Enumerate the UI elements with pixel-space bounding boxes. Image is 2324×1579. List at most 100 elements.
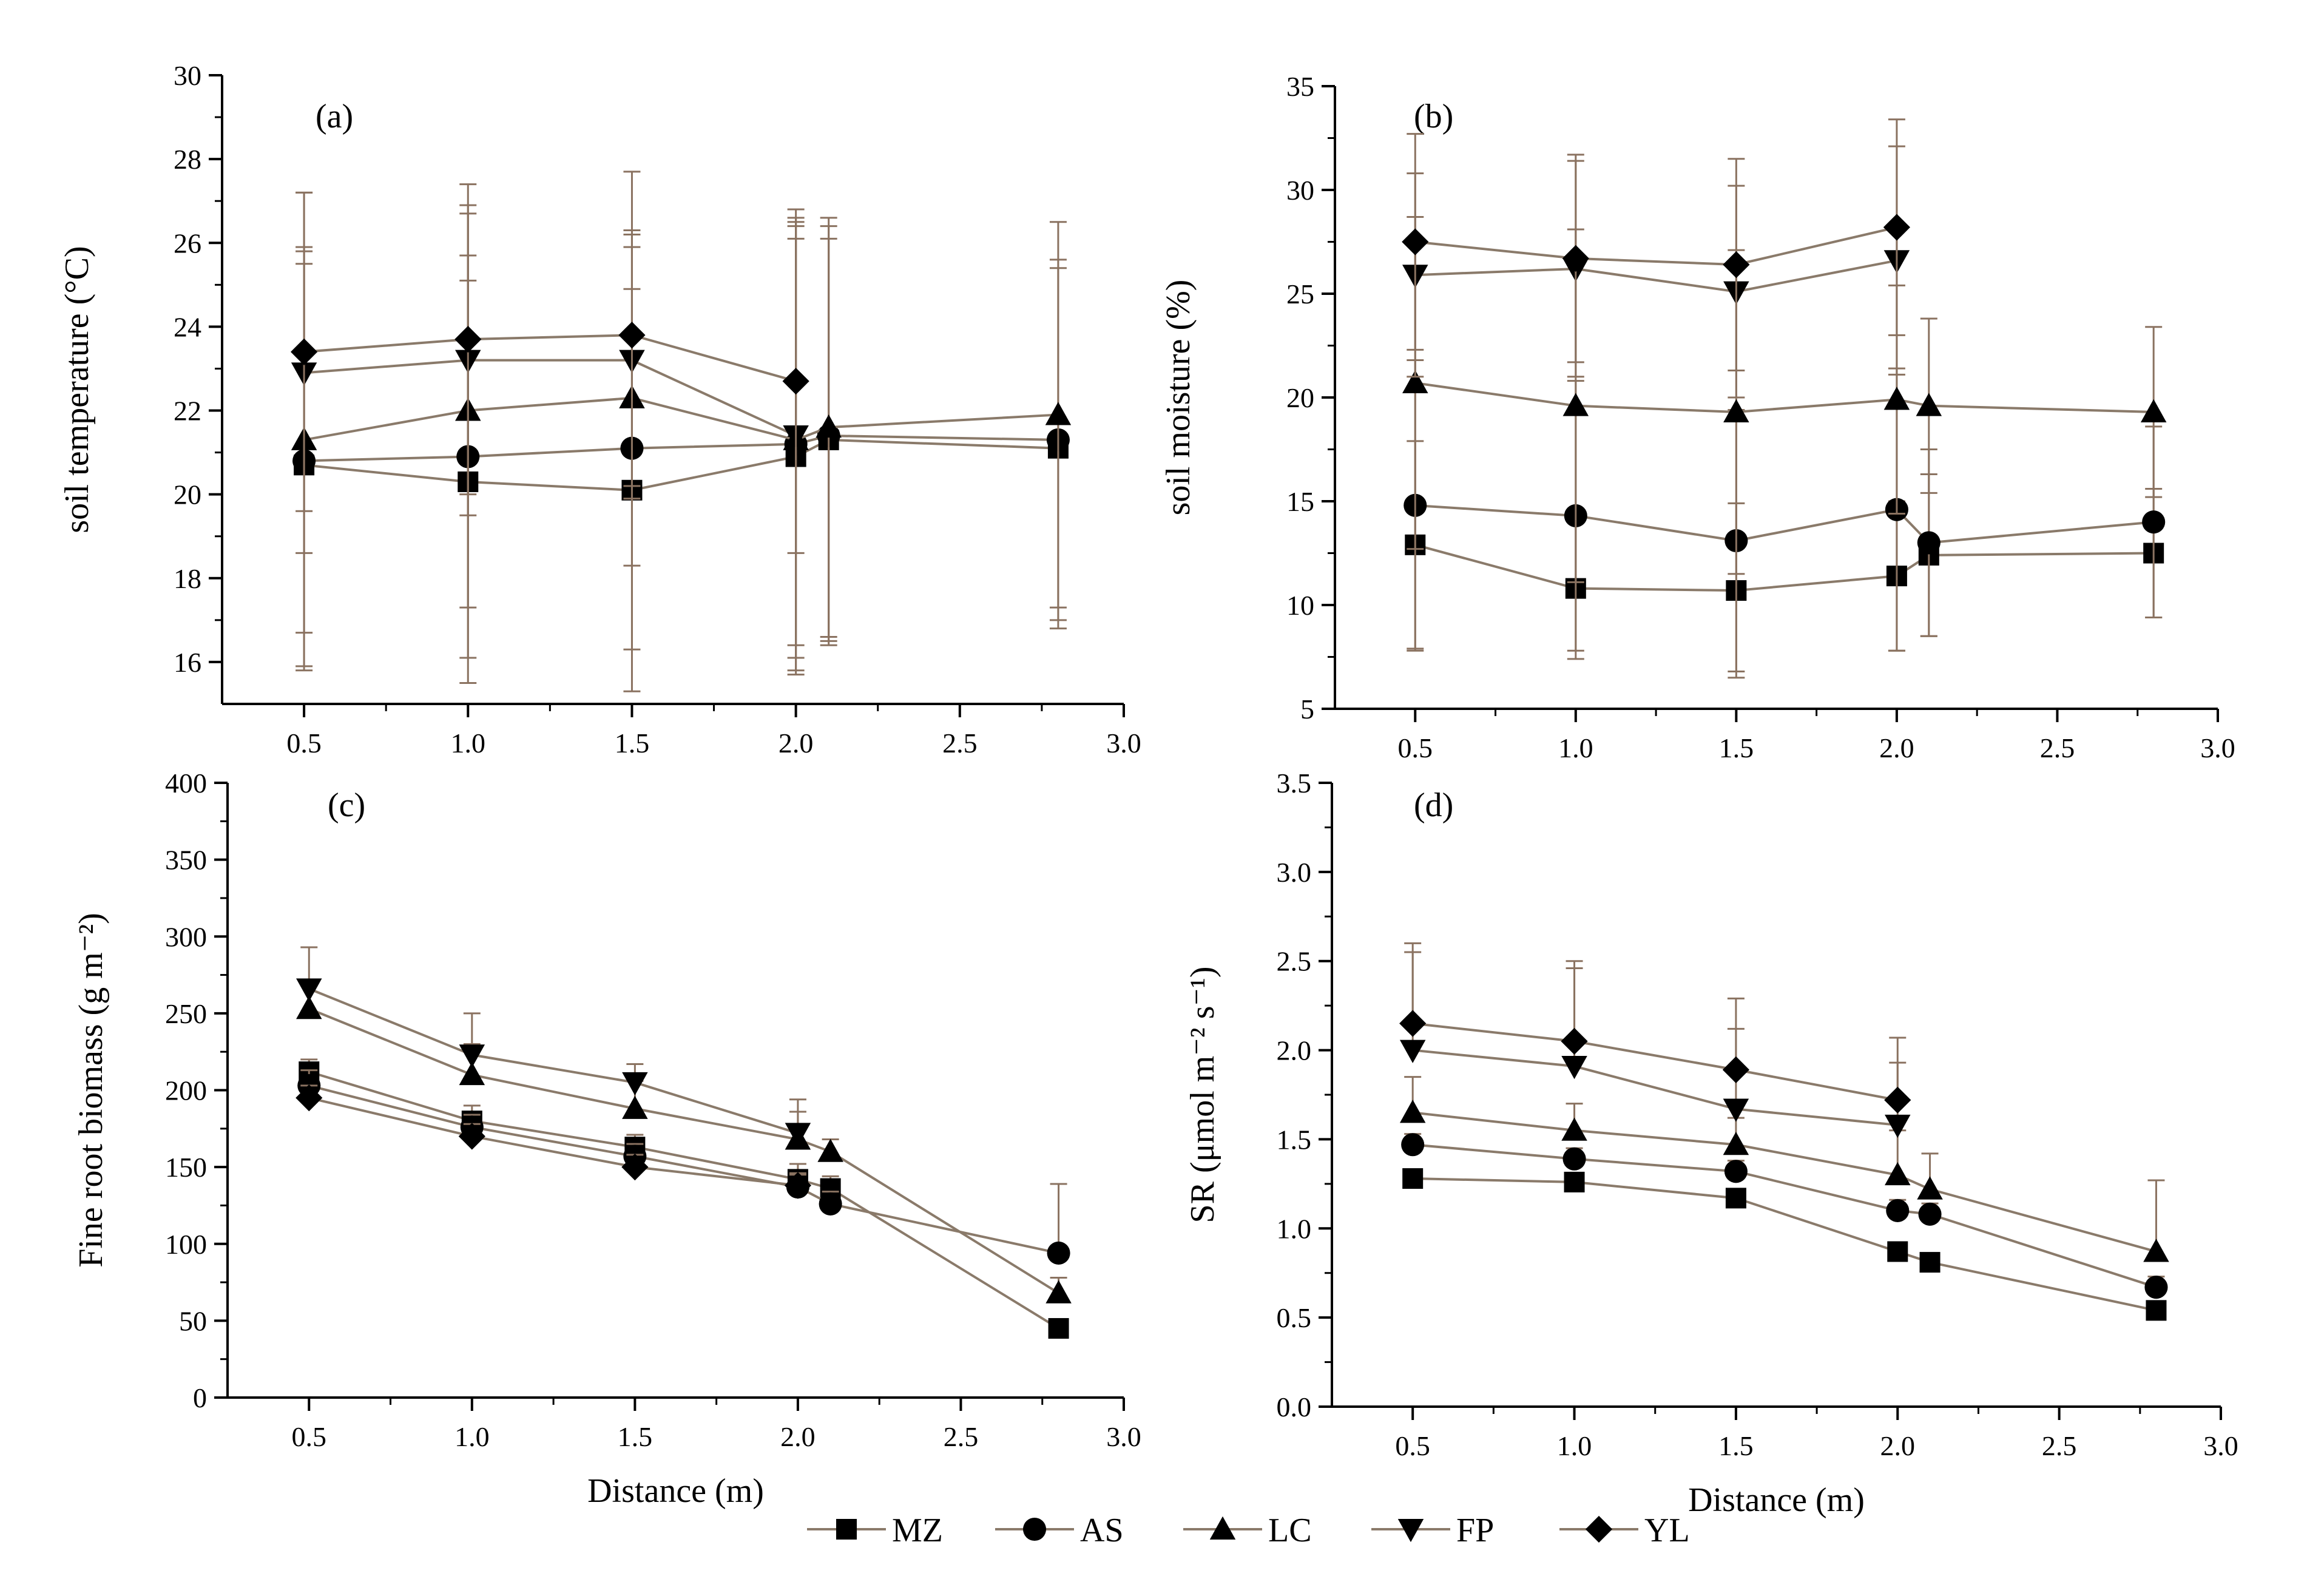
x-tick-label: 3.0 xyxy=(2200,732,2235,763)
series-YL xyxy=(290,171,809,554)
series-YL xyxy=(1399,942,1911,1114)
y-tick-label: 150 xyxy=(165,1152,207,1183)
legend-label: YL xyxy=(1644,1512,1690,1549)
chart-panel-b: 5 10 15 20 25 30 35 0.5 1.0 1.5 2.0 2.5 3.0 soil mois… xyxy=(1160,71,2235,763)
series-LC xyxy=(1399,1076,2169,1262)
y-tick-label: 30 xyxy=(1286,175,1314,206)
data-point xyxy=(1723,251,1750,279)
data-point xyxy=(1723,1131,1749,1155)
data-point xyxy=(621,1154,649,1181)
data-point xyxy=(622,1072,648,1096)
y-axis-title: soil moisture (%) xyxy=(1160,280,1197,516)
x-tick-label: 2.5 xyxy=(942,728,978,759)
series-line xyxy=(308,987,799,1135)
data-point xyxy=(1562,245,1589,272)
series-MZ xyxy=(1402,1168,2167,1321)
series-line xyxy=(1415,226,1897,266)
data-point xyxy=(618,322,646,349)
x-tick-label: 2.0 xyxy=(780,1421,816,1452)
chart-panel-c: 0 50 100 150 200 250 300 350 400 0.5 1.0 1.5 2.0 2.5 3… xyxy=(72,768,1141,1510)
y-tick-label: 10 xyxy=(1286,590,1314,621)
series-line xyxy=(1414,382,2154,413)
series-line xyxy=(308,1097,799,1187)
data-point xyxy=(1401,1133,1425,1157)
y-tick-label: 18 xyxy=(174,563,201,594)
data-point xyxy=(459,1044,485,1068)
y-tick-label: 24 xyxy=(174,311,201,342)
y-tick-label: 1.0 xyxy=(1277,1213,1312,1244)
panel-label: (a) xyxy=(316,98,353,135)
data-point xyxy=(1885,1114,1911,1138)
y-tick-label: 300 xyxy=(165,921,207,952)
y-tick-label: 0.5 xyxy=(1277,1302,1312,1333)
series-line xyxy=(308,1070,1059,1330)
x-tick-label: 1.0 xyxy=(451,728,486,759)
x-tick-label: 3.0 xyxy=(1106,728,1141,759)
data-point xyxy=(296,996,322,1019)
data-point xyxy=(1722,1056,1750,1083)
data-point xyxy=(1399,1010,1427,1037)
data-point xyxy=(2144,1276,2168,1299)
data-point xyxy=(816,414,842,438)
data-point xyxy=(1561,1027,1588,1055)
series-line xyxy=(1413,1143,2157,1289)
y-tick-label: 30 xyxy=(174,60,201,91)
series-line xyxy=(1412,1111,2157,1253)
series-line xyxy=(303,334,797,383)
x-tick-label: 1.5 xyxy=(1719,732,1754,763)
x-tick-label: 1.5 xyxy=(1718,1430,1754,1461)
y-axis-title: soil temperature (°C) xyxy=(58,246,96,533)
data-point xyxy=(784,1172,812,1199)
y-tick-label: 28 xyxy=(174,144,201,175)
data-point xyxy=(290,338,318,365)
y-tick-label: 3.0 xyxy=(1277,857,1312,888)
data-point xyxy=(1724,1160,1748,1183)
x-axis-title: Distance (m) xyxy=(587,1472,764,1510)
y-tick-label: 15 xyxy=(1286,486,1314,517)
data-point xyxy=(2143,1239,2169,1262)
data-point xyxy=(1885,1161,1911,1186)
data-point xyxy=(1562,393,1589,416)
y-tick-label: 0.0 xyxy=(1277,1391,1312,1422)
legend-label: FP xyxy=(1456,1512,1494,1549)
x-tick-label: 1.5 xyxy=(615,728,650,759)
data-point xyxy=(2146,1300,2167,1321)
legend-item-AS: AS xyxy=(995,1512,1124,1549)
data-point xyxy=(1887,1241,1908,1262)
x-tick-label: 2.0 xyxy=(779,728,814,759)
data-point xyxy=(1402,370,1428,394)
x-tick-label: 3.0 xyxy=(1106,1421,1141,1452)
data-point xyxy=(2140,399,2167,422)
data-point xyxy=(1725,1188,1746,1209)
legend-item-FP: FP xyxy=(1371,1512,1494,1549)
y-tick-label: 200 xyxy=(165,1075,207,1106)
data-point xyxy=(1916,393,1942,416)
data-point xyxy=(1919,1252,1941,1273)
y-tick-label: 20 xyxy=(1286,382,1314,413)
y-tick-label: 250 xyxy=(165,998,207,1029)
legend-item-MZ: MZ xyxy=(807,1512,943,1549)
legend-label: MZ xyxy=(892,1512,943,1549)
data-point xyxy=(459,1061,485,1086)
data-point xyxy=(622,1095,648,1119)
legend-item-YL: YL xyxy=(1559,1512,1690,1549)
y-tick-label: 1.5 xyxy=(1277,1124,1312,1155)
panel-label: (b) xyxy=(1414,98,1453,135)
legend-item-LC: LC xyxy=(1183,1512,1312,1549)
x-tick-label: 2.5 xyxy=(944,1421,979,1452)
y-tick-label: 25 xyxy=(1286,279,1314,309)
x-tick-label: 0.5 xyxy=(1395,1430,1430,1461)
data-point xyxy=(1399,1100,1426,1123)
series-AS xyxy=(297,1069,1070,1265)
data-point xyxy=(1561,1056,1587,1080)
data-point xyxy=(296,1084,323,1112)
data-point xyxy=(1723,1098,1749,1122)
series-FP xyxy=(1402,145,1910,399)
series-line xyxy=(304,434,1058,462)
series-FP xyxy=(1399,951,1911,1138)
chart-panel-d: 0.0 0.5 1.0 1.5 2.0 2.5 3.0 3.5 0.5 1.0 1.5 2.0 2.5 3… xyxy=(1184,768,2238,1519)
data-point xyxy=(817,1138,843,1162)
data-point xyxy=(458,1123,485,1150)
